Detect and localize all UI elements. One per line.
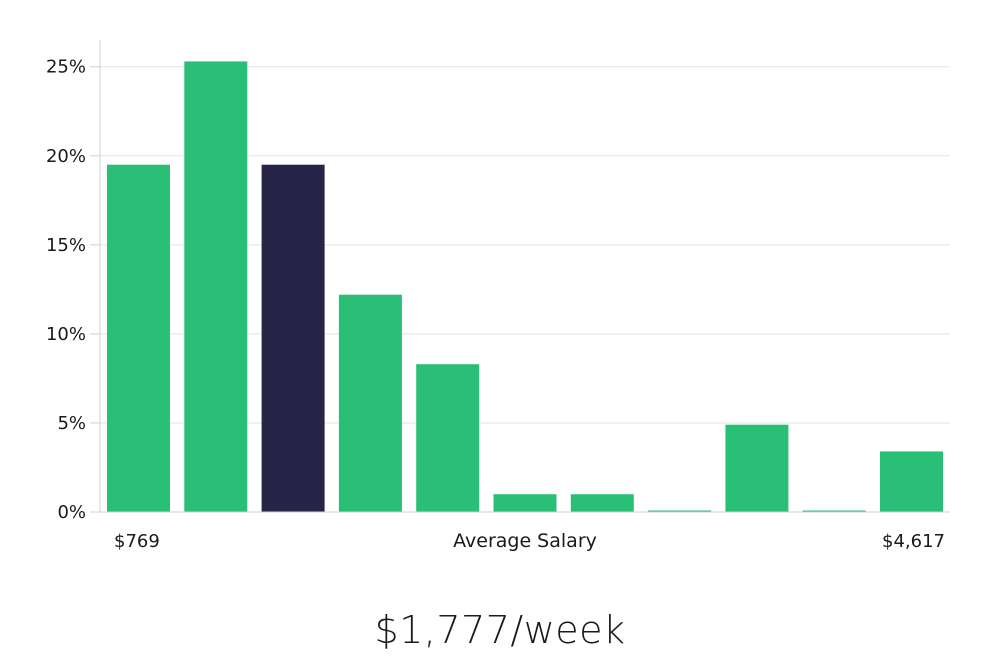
x-min-label: $769 — [114, 531, 160, 552]
y-tick-label: 15% — [46, 235, 86, 256]
y-tick-label: 5% — [57, 413, 86, 434]
bars — [107, 61, 943, 513]
x-axis-label: Average Salary — [453, 530, 597, 552]
y-tick-label: 20% — [46, 146, 86, 167]
bar — [107, 164, 170, 512]
bar — [570, 494, 634, 512]
bar — [648, 510, 712, 512]
y-axis-tick-labels: 0% 5% 10% 15% 20% 25% — [46, 57, 86, 523]
bar — [493, 494, 557, 512]
bar — [880, 451, 943, 512]
bar — [416, 364, 480, 512]
average-salary-headline: $1,777/week — [374, 608, 626, 652]
bar — [725, 424, 789, 512]
y-tick-label: 0% — [57, 502, 86, 523]
bar — [338, 294, 402, 512]
bar-highlighted — [261, 164, 325, 512]
y-tick-label: 25% — [46, 57, 86, 78]
x-max-label: $4,617 — [882, 531, 945, 552]
salary-histogram: 0% 5% 10% 15% 20% 25% $769 Average Salary $4,… — [46, 40, 950, 552]
bar — [184, 61, 248, 513]
bar — [802, 510, 866, 512]
y-tick-label: 10% — [46, 324, 86, 345]
